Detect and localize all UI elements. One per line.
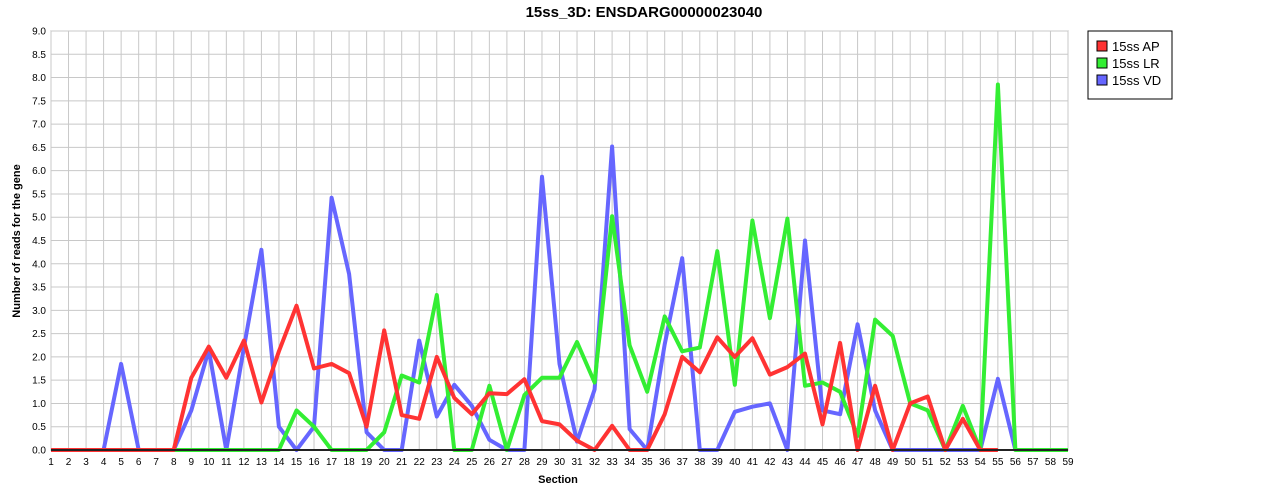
- y-tick-label: 8.0: [32, 73, 46, 84]
- x-tick-label: 33: [607, 457, 619, 468]
- y-tick-label: 0.0: [32, 446, 46, 457]
- x-tick-label: 2: [66, 457, 72, 468]
- series-line-15ss-ap: [51, 303, 998, 452]
- x-tick-label: 41: [747, 457, 759, 468]
- x-tick-label: 4: [101, 457, 107, 468]
- y-tick-label: 3.5: [32, 283, 46, 294]
- series-lines: [51, 82, 1068, 452]
- y-tick-label: 4.5: [32, 236, 46, 247]
- x-tick-label: 45: [817, 457, 829, 468]
- x-tick-label: 37: [677, 457, 689, 468]
- x-tick-label: 54: [975, 457, 987, 468]
- x-tick-label: 44: [799, 457, 811, 468]
- x-tick-label: 46: [834, 457, 846, 468]
- x-tick-label: 9: [188, 457, 194, 468]
- x-tick-label: 6: [136, 457, 142, 468]
- legend-label: 15ss LR: [1112, 56, 1160, 71]
- y-tick-label: 3.0: [32, 306, 46, 317]
- x-tick-label: 38: [694, 457, 706, 468]
- x-tick-label: 31: [571, 457, 583, 468]
- x-tick-label: 58: [1045, 457, 1057, 468]
- x-tick-label: 35: [642, 457, 654, 468]
- y-tick-label: 1.5: [32, 376, 46, 387]
- x-tick-label: 13: [256, 457, 268, 468]
- legend: 15ss AP 15ss LR 15ss VD: [1087, 30, 1173, 100]
- y-tick-label: 8.5: [32, 50, 46, 61]
- x-tick-label: 8: [171, 457, 177, 468]
- x-tick-label: 29: [536, 457, 548, 468]
- legend-label: 15ss VD: [1112, 73, 1161, 88]
- x-tick-label: 16: [308, 457, 320, 468]
- x-tick-label: 10: [203, 457, 215, 468]
- x-tick-label: 22: [414, 457, 426, 468]
- y-tick-label: 2.5: [32, 329, 46, 340]
- x-tick-label: 48: [870, 457, 882, 468]
- x-tick-labels: 1 2 3 4 5 6 7 8 9 10 11 12 13 14 15 16 17 18 19 20 21 22 23 24 2…: [48, 457, 1074, 468]
- y-tick-label: 2.0: [32, 352, 46, 363]
- x-tick-label: 34: [624, 457, 636, 468]
- x-tick-label: 43: [782, 457, 794, 468]
- y-tick-label: 9.0: [32, 27, 46, 38]
- y-tick-label: 6.0: [32, 166, 46, 177]
- x-tick-label: 1: [48, 457, 54, 468]
- legend-label: 15ss AP: [1112, 39, 1160, 54]
- x-tick-label: 3: [83, 457, 89, 468]
- x-tick-label: 51: [922, 457, 934, 468]
- x-tick-label: 56: [1010, 457, 1022, 468]
- x-tick-label: 21: [396, 457, 408, 468]
- x-axis-title: Section: [538, 474, 578, 486]
- x-tick-label: 59: [1062, 457, 1074, 468]
- x-tick-label: 23: [431, 457, 443, 468]
- x-tick-label: 47: [852, 457, 864, 468]
- x-tick-label: 57: [1027, 457, 1039, 468]
- x-tick-label: 15: [291, 457, 303, 468]
- x-tick-label: 27: [501, 457, 513, 468]
- x-tick-label: 28: [519, 457, 531, 468]
- x-tick-label: 12: [238, 457, 250, 468]
- y-tick-label: 5.5: [32, 189, 46, 200]
- x-tick-label: 50: [905, 457, 917, 468]
- x-tick-label: 30: [554, 457, 566, 468]
- x-tick-label: 39: [712, 457, 724, 468]
- x-tick-label: 24: [449, 457, 461, 468]
- y-axis-title: Number of reads for the gene: [11, 164, 23, 317]
- grid: [50, 30, 1069, 451]
- y-tick-label: 0.5: [32, 422, 46, 433]
- y-tick-label: 1.0: [32, 399, 46, 410]
- legend-swatch: [1096, 74, 1108, 86]
- y-tick-labels: 0.0 0.5 1.0 1.5 2.0 2.5 3.0 3.5 4.0 4.5 5.0 5.5 6.0 6…: [32, 27, 46, 457]
- x-tick-label: 20: [379, 457, 391, 468]
- x-tick-label: 49: [887, 457, 899, 468]
- x-tick-label: 17: [326, 457, 338, 468]
- x-tick-label: 11: [221, 457, 232, 468]
- y-tick-label: 7.0: [32, 120, 46, 131]
- x-tick-label: 52: [940, 457, 952, 468]
- chart-title: 15ss_3D: ENSDARG00000023040: [526, 4, 763, 21]
- x-tick-label: 42: [764, 457, 776, 468]
- legend-swatch: [1096, 57, 1108, 69]
- x-tick-label: 55: [992, 457, 1004, 468]
- legend-swatch: [1096, 40, 1108, 52]
- x-tick-label: 25: [466, 457, 478, 468]
- x-tick-label: 14: [273, 457, 285, 468]
- series-line-15ss-vd: [51, 144, 1018, 452]
- x-tick-label: 26: [484, 457, 496, 468]
- x-tick-label: 19: [361, 457, 373, 468]
- x-tick-label: 18: [344, 457, 356, 468]
- y-tick-label: 6.5: [32, 143, 46, 154]
- y-tick-label: 4.0: [32, 259, 46, 270]
- y-tick-label: 7.5: [32, 96, 46, 107]
- x-tick-label: 5: [118, 457, 124, 468]
- x-tick-label: 40: [729, 457, 741, 468]
- x-tick-label: 53: [957, 457, 969, 468]
- x-tick-label: 32: [589, 457, 601, 468]
- y-tick-label: 5.0: [32, 213, 46, 224]
- x-tick-label: 7: [153, 457, 159, 468]
- x-tick-label: 36: [659, 457, 671, 468]
